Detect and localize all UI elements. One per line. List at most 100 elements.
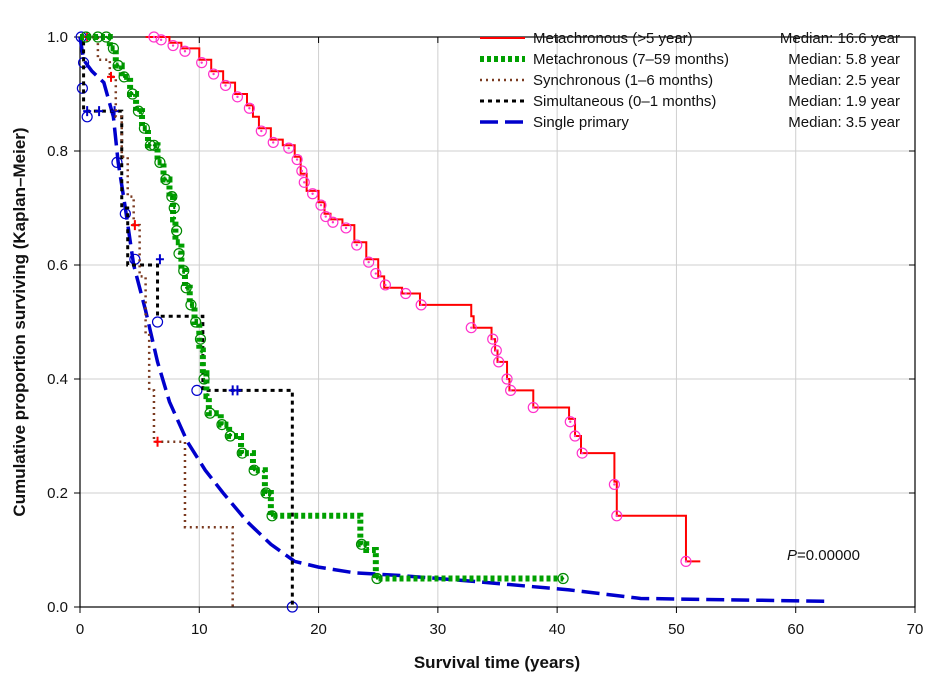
series-0	[145, 31, 701, 568]
censor-marker-dot	[171, 44, 175, 47]
censor-marker	[233, 385, 242, 396]
censor-marker-dot	[189, 303, 193, 307]
censor-marker-dot	[264, 491, 268, 495]
censor-marker	[196, 57, 208, 69]
censor-marker	[608, 478, 621, 491]
censor-marker-dot	[220, 423, 224, 426]
censor-marker-dot	[236, 95, 239, 99]
censor-marker	[95, 106, 104, 117]
series-1	[80, 31, 569, 585]
series-line	[80, 35, 234, 607]
censor-marker-dot	[419, 303, 423, 307]
censor-marker	[138, 122, 151, 134]
censor-marker	[611, 510, 623, 522]
censor-marker	[501, 373, 513, 385]
censor-marker-dot	[311, 192, 314, 195]
censor-marker-dot	[613, 483, 616, 486]
censor-marker	[231, 91, 244, 103]
y-tick-label: 1.0	[47, 29, 68, 46]
censor-marker-dot	[116, 64, 120, 67]
censor-marker-dot	[344, 226, 348, 230]
censor-marker	[208, 68, 220, 80]
censor-marker-dot	[241, 451, 244, 455]
censor-marker-dot	[561, 577, 565, 580]
censor-marker-dot	[84, 35, 88, 39]
censor-marker	[465, 322, 477, 334]
censor-marker	[527, 401, 539, 414]
series-line	[80, 34, 564, 582]
censor-marker	[166, 191, 178, 203]
x-tick-label: 20	[310, 621, 327, 638]
censor-marker-dot	[224, 84, 227, 87]
censor-marker-dot	[404, 292, 407, 295]
censor-marker	[180, 282, 192, 294]
censor-marker	[291, 153, 303, 166]
censor-marker	[130, 220, 139, 231]
censor-marker-dot	[194, 320, 197, 324]
censor-marker-dot	[684, 560, 688, 563]
censor-marker-dot	[170, 195, 174, 198]
censor-marker	[260, 487, 272, 499]
censor-marker-dot	[287, 146, 290, 150]
grid-lines	[80, 37, 915, 607]
censor-marker-dot	[105, 35, 108, 39]
censor-marker-dot	[96, 35, 100, 39]
censor-marker	[126, 88, 139, 100]
x-tick-label: 70	[907, 621, 924, 638]
censor-marker	[148, 139, 160, 151]
censor-marker	[151, 316, 164, 328]
censor-marker-dot	[509, 389, 512, 392]
censor-marker	[171, 225, 183, 237]
legend-label-0: Metachronous (>5 year)	[533, 30, 693, 47]
x-tick-label: 50	[668, 621, 685, 638]
censor-marker-dot	[175, 229, 178, 232]
censor-marker-dot	[497, 360, 500, 364]
censor-marker	[100, 31, 112, 43]
censor-marker-dot	[184, 286, 188, 289]
censor-marker-dot	[143, 127, 146, 130]
censor-marker	[153, 436, 162, 447]
censor-marker	[248, 464, 260, 476]
censor-marker	[557, 572, 569, 585]
censor-marker	[154, 156, 166, 168]
y-tick-label: 0.0	[47, 599, 68, 616]
y-tick-label: 0.2	[47, 485, 68, 502]
censor-marker	[148, 31, 160, 43]
censor-marker-dot	[173, 206, 176, 210]
censor-marker	[80, 31, 92, 43]
y-tick-label: 0.6	[47, 257, 68, 274]
censor-marker	[363, 256, 375, 268]
censor-marker	[493, 356, 505, 368]
censor-marker	[340, 222, 352, 234]
censor-marker-dot	[159, 38, 163, 42]
censor-marker	[168, 202, 180, 214]
censor-marker-dot	[248, 107, 251, 110]
censor-marker	[92, 31, 104, 43]
censor-marker	[490, 344, 502, 357]
censor-marker-dot	[573, 434, 577, 438]
censor-marker	[107, 42, 120, 55]
censor-marker	[400, 287, 412, 300]
legend-median-2: Median: 2.5 year	[788, 72, 900, 89]
series-4	[75, 31, 830, 613]
p-value-rest: =0.00000	[797, 547, 860, 564]
legend-label-2: Synchronous (1–6 months)	[533, 72, 713, 89]
censor-marker	[487, 333, 499, 345]
legend-label-3: Simultaneous (0–1 months)	[533, 93, 716, 110]
censor-marker-dot	[360, 543, 363, 546]
censor-marker-dot	[295, 158, 299, 161]
censor-marker	[198, 373, 210, 385]
censor-marker	[576, 447, 588, 459]
censor-marker-dot	[131, 92, 134, 96]
censor-marker-dot	[122, 75, 126, 79]
censor-marker	[680, 555, 692, 568]
censor-marker	[315, 199, 327, 211]
censor-marker-dot	[212, 72, 215, 76]
legend-median-1: Median: 5.8 year	[788, 51, 900, 68]
censor-marker	[190, 316, 202, 328]
legend-median-0: Median: 16.6 year	[780, 30, 900, 47]
censor-marker	[185, 299, 197, 311]
censor-marker-dot	[260, 129, 263, 133]
series-2	[80, 32, 234, 607]
censor-marker	[167, 39, 179, 52]
